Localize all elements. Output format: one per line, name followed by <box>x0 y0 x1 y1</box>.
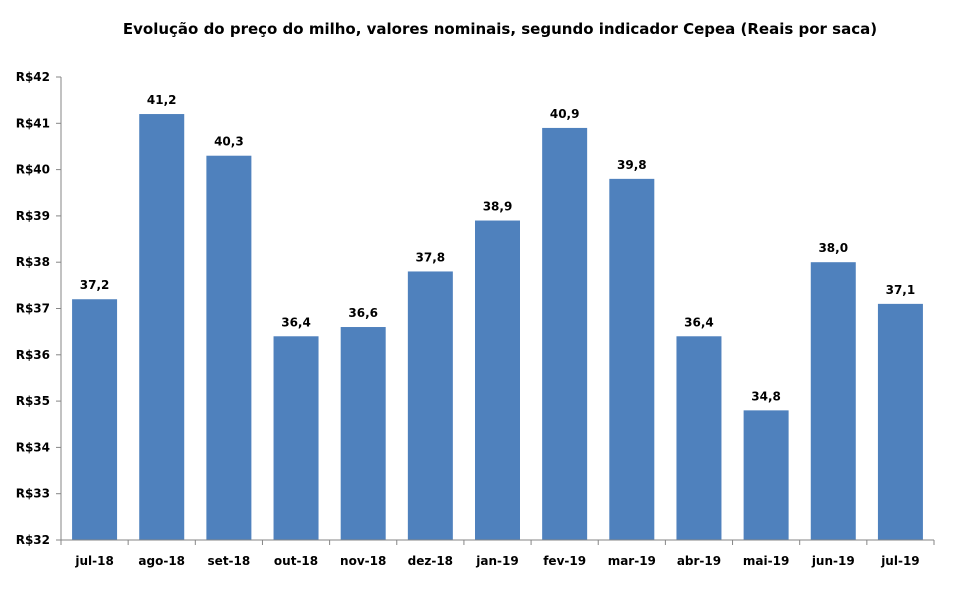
chart-title: Evolução do preço do milho, valores nomi… <box>122 20 878 38</box>
data-label: 39,8 <box>617 158 647 172</box>
bar-mar-19 <box>609 178 655 541</box>
data-label: 37,1 <box>886 283 916 297</box>
data-label: 40,3 <box>214 135 244 149</box>
bar-nov-18 <box>340 327 386 540</box>
y-tick-label: R$37 <box>16 302 50 316</box>
x-tick-label: abr-19 <box>677 554 721 568</box>
data-label: 34,8 <box>751 389 781 403</box>
x-tick-label: ago-18 <box>138 554 185 568</box>
x-tick-label: mai-19 <box>743 554 789 568</box>
data-label: 40,9 <box>550 107 580 121</box>
x-tick-label: fev-19 <box>543 554 586 568</box>
bar-ago-18 <box>139 114 185 540</box>
x-tick-label: jul-18 <box>74 554 113 568</box>
y-tick-label: R$41 <box>16 116 50 130</box>
y-tick-label: R$36 <box>16 348 50 362</box>
x-tick-label: nov-18 <box>340 554 386 568</box>
data-label: 38,9 <box>483 200 513 214</box>
bar-mai-19 <box>743 410 789 540</box>
y-tick-label: R$35 <box>16 394 50 408</box>
data-label: 37,8 <box>416 250 446 264</box>
x-tick-label: dez-18 <box>408 554 453 568</box>
bar-jun-19 <box>810 262 856 540</box>
bar-jul-18 <box>72 299 118 540</box>
bar-jul-19 <box>877 303 923 540</box>
bar-out-18 <box>273 336 319 540</box>
y-tick-label: R$33 <box>16 487 50 501</box>
x-tick-label: out-18 <box>274 554 318 568</box>
data-label: 37,2 <box>80 278 110 292</box>
data-label: 36,6 <box>348 306 378 320</box>
y-tick-label: R$38 <box>16 255 50 269</box>
x-tick-label: mar-19 <box>608 554 656 568</box>
bar-jan-19 <box>475 220 520 540</box>
data-label: 41,2 <box>147 93 177 107</box>
bar-fev-19 <box>542 127 588 541</box>
data-label: 36,4 <box>684 315 714 329</box>
x-tick-label: jan-19 <box>475 554 518 568</box>
y-tick-label: R$34 <box>16 440 50 454</box>
data-label: 38,0 <box>818 241 848 255</box>
data-label: 36,4 <box>281 315 311 329</box>
bar-abr-19 <box>676 336 722 540</box>
y-tick-label: R$39 <box>16 209 50 223</box>
y-tick-label: R$40 <box>16 163 50 177</box>
x-tick-label: jun-19 <box>811 554 855 568</box>
y-tick-label: R$32 <box>16 533 50 547</box>
y-tick-label: R$42 <box>16 70 50 84</box>
bar-set-18 <box>206 155 252 540</box>
x-tick-label: set-18 <box>208 554 251 568</box>
x-tick-label: jul-19 <box>880 554 919 568</box>
bar-dez-18 <box>407 271 453 540</box>
